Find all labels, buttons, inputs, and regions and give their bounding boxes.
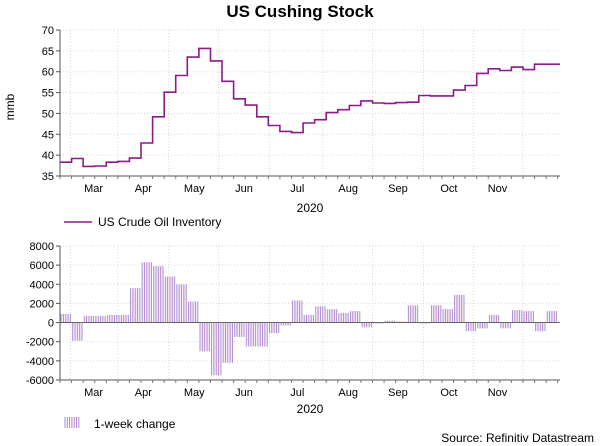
- x-tick-label: Apr: [135, 183, 152, 195]
- x-tick-label: Jun: [235, 183, 253, 195]
- legend-swatch-bars: [64, 417, 80, 428]
- x-tick-label: May: [184, 183, 205, 195]
- x-tick-label: Sep: [388, 183, 408, 195]
- y-tick-label: 45: [42, 129, 54, 141]
- change-bar: [141, 262, 152, 323]
- change-bar: [187, 301, 199, 323]
- change-bar: [535, 322, 546, 332]
- y-tick-label: -2000: [26, 337, 54, 349]
- x-tick-label: Sep: [388, 387, 408, 399]
- change-bar: [315, 306, 326, 323]
- x-tick-label: May: [184, 387, 205, 399]
- change-bar: [303, 314, 315, 323]
- change-bar: [153, 266, 164, 323]
- y-tick-label: 60: [42, 67, 54, 79]
- y-tick-label: 4000: [30, 279, 54, 291]
- change-bar: [211, 322, 222, 376]
- change-bar: [326, 309, 338, 323]
- y-axis-title: mmb: [3, 93, 17, 120]
- x-tick-label: Oct: [440, 183, 457, 195]
- x-tick-label: Nov: [488, 183, 508, 195]
- legend-label: US Crude Oil Inventory: [98, 215, 221, 229]
- y-tick-label: 8000: [30, 241, 54, 253]
- change-bar: [95, 315, 106, 323]
- change-bar: [384, 320, 396, 323]
- weekly-change-panel: -6000 -4000 -2000 0 2000 4000 6000 8000 Mar Apr Ma…: [26, 241, 560, 431]
- change-bar: [222, 322, 234, 363]
- y-tick-label: -4000: [26, 356, 54, 368]
- y-tick-label: 40: [42, 150, 54, 162]
- x-tick-label: Jul: [290, 183, 304, 195]
- x-tick-label: Jul: [290, 387, 304, 399]
- inventory-series-line: [60, 47, 560, 168]
- y-tick-label: 0: [48, 318, 54, 330]
- y-tick-label: 70: [42, 25, 54, 37]
- y-tick-label: 2000: [30, 298, 54, 310]
- change-bar: [292, 300, 303, 323]
- legend-label: 1-week change: [94, 417, 176, 431]
- change-bar: [130, 288, 141, 323]
- change-bar: [488, 314, 500, 323]
- x-tick-label: Mar: [84, 387, 103, 399]
- change-bar: [83, 315, 95, 323]
- change-bar: [106, 314, 118, 323]
- change-bar: [164, 276, 176, 323]
- change-bar: [500, 322, 511, 329]
- change-bar: [268, 322, 280, 334]
- change-bar: [477, 322, 488, 329]
- change-bar: [72, 322, 83, 341]
- x-tick-label: Apr: [135, 387, 152, 399]
- chart-title: US Cushing Stock: [226, 2, 374, 21]
- y-tick-label: 50: [42, 108, 54, 120]
- change-bar: [176, 284, 187, 323]
- y-tick-label: 65: [42, 46, 54, 58]
- change-bar: [465, 322, 477, 332]
- change-bar: [199, 322, 210, 352]
- x-tick-label: Nov: [488, 387, 508, 399]
- change-bar: [60, 313, 71, 323]
- change-bar: [257, 322, 268, 347]
- change-bar: [511, 310, 523, 323]
- change-bar: [245, 322, 257, 347]
- change-bar: [280, 322, 291, 326]
- change-bar: [349, 311, 361, 323]
- source-note: Source: Refinitiv Datastream: [441, 431, 594, 445]
- y-tick-label: 6000: [30, 260, 54, 272]
- change-bar: [234, 322, 245, 337]
- change-bar: [546, 311, 558, 323]
- inventory-panel: 35 40 45 50 55 60 65 70 Mar Apr May Jun Jul Aug Sep Oct…: [3, 25, 560, 229]
- change-bar: [523, 311, 534, 323]
- y-tick-label: 55: [42, 88, 54, 100]
- change-bar: [338, 313, 349, 323]
- x-tick-label: Mar: [84, 183, 103, 195]
- x-tick-label: Oct: [440, 387, 457, 399]
- x-axis-title: 2020: [297, 402, 324, 416]
- x-tick-label: Aug: [338, 387, 358, 399]
- x-axis-title: 2020: [297, 201, 324, 215]
- change-bar: [454, 294, 465, 323]
- change-bar: [430, 305, 442, 323]
- x-tick-label: Jun: [235, 387, 253, 399]
- change-bar: [407, 305, 419, 323]
- change-bar: [442, 309, 453, 323]
- change-bar: [118, 314, 129, 323]
- y-tick-label: -6000: [26, 375, 54, 387]
- x-tick-label: Aug: [338, 183, 358, 195]
- change-bar: [361, 322, 372, 328]
- y-tick-label: 35: [42, 171, 54, 183]
